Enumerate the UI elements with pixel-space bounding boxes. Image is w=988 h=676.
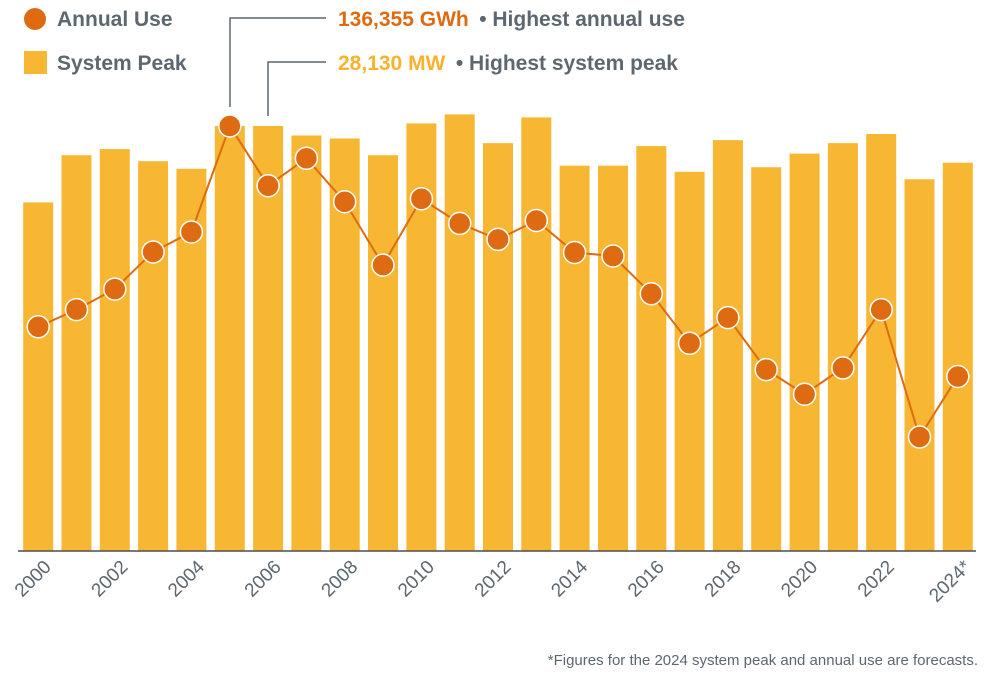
legend-system-peak-marker [24,51,47,74]
use-point-2007 [294,146,319,171]
peak-bar-2012 [483,143,513,551]
use-point-2011 [447,211,472,236]
callouts: 136,355 GWh • Highest annual use 28,130 … [229,8,685,116]
peak-bar-2007 [291,135,322,551]
peak-bar-2016 [636,146,667,551]
use-point-2014 [562,240,587,265]
peak-callout-text: 28,130 MW • Highest system peak [338,52,678,75]
use-callout-value: 136,355 GWh [338,8,469,31]
x-tick-2002: 2002 [88,557,133,602]
use-point-2015 [601,244,625,268]
use-point-2001 [64,297,89,322]
x-tick-2004: 2004 [164,556,209,601]
x-tick-2006: 2006 [241,557,286,602]
peak-bar-2014 [559,165,590,551]
use-point-2018 [716,305,740,330]
legend-system-peak-label: System Peak [57,52,187,75]
peak-bar-2013 [521,117,552,552]
footnote: *Figures for the 2024 system peak and an… [548,652,978,669]
peak-bar-2011 [444,114,475,552]
x-tick-2016: 2016 [624,557,669,602]
peak-bar-2024 [942,162,973,551]
use-point-2017 [677,331,702,356]
use-point-2008 [332,189,357,214]
peak-callout-value: 28,130 MW [338,52,446,75]
use-point-2006 [256,173,280,198]
use-point-2005 [218,114,242,138]
use-callout-line [229,17,326,107]
use-point-2000 [26,315,50,339]
use-point-2019 [754,357,778,382]
legend-annual-use-label: Annual Use [57,8,173,31]
x-tick-2022: 2022 [854,557,899,602]
use-point-2010 [409,187,434,211]
x-tick-2008: 2008 [318,557,363,602]
x-tick-2010: 2010 [394,557,439,602]
peak-bar-2005 [214,126,245,551]
peak-bar-2001 [61,155,92,551]
use-point-2021 [831,356,855,380]
peak-bar-2002 [99,149,130,551]
peak-callout-line [267,61,326,116]
x-tick-2018: 2018 [701,557,746,602]
bars [23,114,973,552]
use-point-2020 [792,382,817,406]
x-tick-2000: 2000 [11,557,56,602]
x-tick-2024: 2024* [925,556,975,606]
use-point-2004 [179,220,204,244]
annual-use-points [26,114,970,449]
peak-bar-2023 [904,179,935,552]
use-point-2024 [946,364,970,389]
peak-callout-desc: • Highest system peak [456,52,678,75]
use-point-2002 [103,277,127,301]
peak-bar-2000 [23,202,54,551]
peak-bar-2020 [789,153,820,551]
x-tick-labels: 2000 2002 2004 2006 2008 2010 2012 2014 2016 2018… [11,556,976,606]
x-tick-2014: 2014 [547,556,592,601]
use-point-2003 [141,240,165,264]
x-tick-2012: 2012 [471,557,516,602]
use-callout-desc: • Highest annual use [479,8,685,31]
use-point-2012 [486,227,510,252]
use-point-2016 [639,281,664,306]
use-point-2009 [371,253,395,277]
use-callout-text: 136,355 GWh • Highest annual use [338,8,685,31]
peak-bar-2009 [368,155,398,551]
use-point-2022 [869,297,893,322]
peak-bar-2018 [712,140,743,551]
use-point-2013 [524,208,549,233]
legend-annual-use-marker [24,8,46,30]
peak-bar-2017 [674,171,705,552]
legend: Annual Use System Peak [24,8,187,75]
peak-bar-2021 [827,143,858,551]
peak-bar-2003 [138,161,169,551]
peak-bar-2015 [598,165,628,551]
x-tick-2020: 2020 [777,557,822,602]
use-point-2023 [907,425,932,449]
